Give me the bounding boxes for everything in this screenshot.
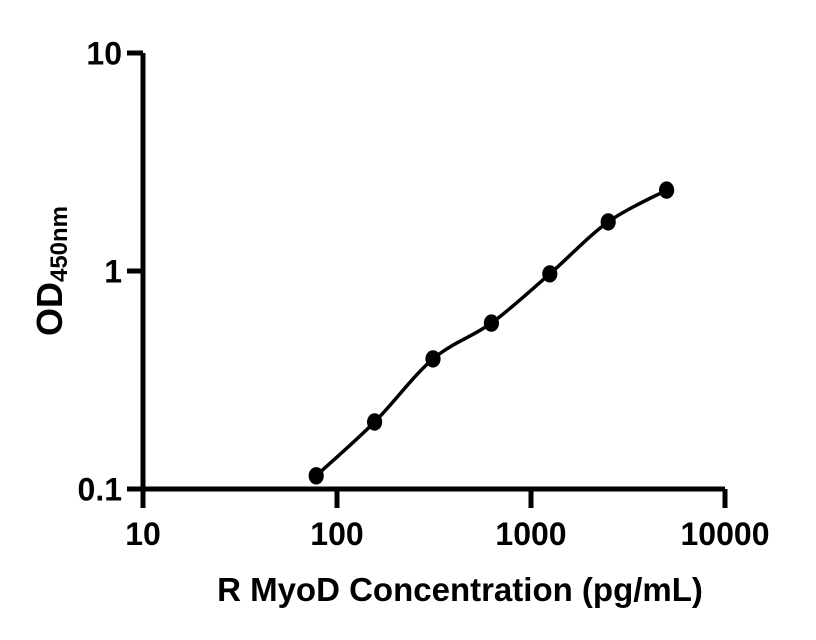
y-tick-label: 1: [104, 254, 122, 290]
y-axis-title: OD450nm: [29, 206, 73, 336]
data-point: [425, 350, 441, 368]
y-tick-label: 0.1: [78, 472, 122, 508]
x-tick-label: 10000: [681, 516, 770, 552]
data-point: [600, 213, 616, 231]
axes-frame: [140, 53, 725, 492]
x-tick-label: 10: [125, 516, 161, 552]
data-point: [483, 314, 499, 332]
y-axis-title-main: OD: [29, 282, 70, 336]
x-tick-label: 1000: [495, 516, 566, 552]
data-point: [367, 413, 383, 431]
x-tick-label: 100: [310, 516, 363, 552]
x-axis-title: R MyoD Concentration (pg/mL): [217, 571, 703, 608]
fit-curve: [315, 188, 668, 478]
data-point: [659, 181, 675, 199]
y-tick-label: 10: [86, 36, 122, 72]
data-point: [308, 467, 324, 485]
data-point: [542, 265, 558, 283]
y-axis-title-subscript: 450nm: [46, 206, 73, 282]
